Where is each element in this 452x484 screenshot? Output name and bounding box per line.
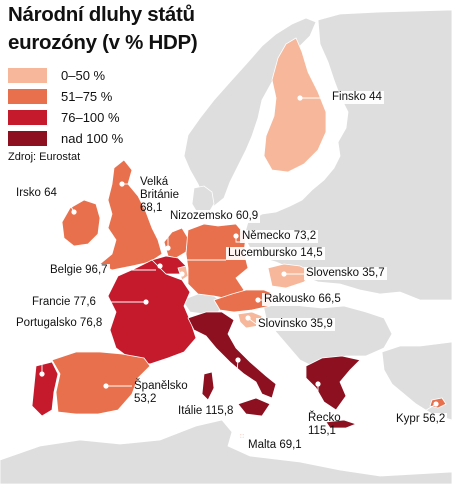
marker-rakousko	[255, 297, 261, 303]
marker-slovensko	[281, 271, 287, 277]
label-finsko: Finsko 44	[330, 91, 384, 104]
legend-swatch	[8, 109, 47, 125]
eurozone-countries	[31, 37, 447, 439]
leader-lines	[41, 97, 437, 431]
marker-italie	[235, 357, 241, 363]
great-britain-region	[99, 159, 163, 271]
legend-swatch	[8, 67, 47, 83]
label-recko: Řecko 115,1	[306, 412, 343, 438]
legend-item: 76–100 %	[8, 108, 120, 126]
label-spanelsko-line1: Španělsko	[134, 380, 188, 392]
marker-portugalsko	[39, 371, 45, 377]
label-kypr: Kypr 56,2	[394, 413, 448, 426]
marker-recko	[315, 381, 321, 387]
label-nemecko: Německo 73,2	[240, 230, 319, 243]
label-nizozemsko: Nizozemsko 60,9	[168, 210, 261, 223]
legend-swatch	[8, 130, 47, 146]
portugal-region	[31, 361, 59, 417]
capital-markers	[39, 95, 439, 438]
legend-label: 51–75 %	[61, 88, 113, 104]
marker-finsko	[297, 95, 303, 101]
balkans-land	[261, 299, 393, 369]
greece-region	[305, 355, 361, 411]
label-spanelsko: Španělsko 53,2	[132, 380, 190, 406]
marker-nemecko	[233, 233, 239, 239]
marker-irsko	[71, 209, 77, 215]
label-velka-britanie-line3: 68,1	[140, 202, 163, 214]
finland-region	[263, 37, 327, 173]
map-title-line-2: eurozóny (v % HDP)	[8, 31, 198, 54]
denmark-land	[191, 185, 215, 215]
label-velka-britanie-line1: Velká	[140, 176, 169, 188]
italy-region	[187, 311, 277, 399]
ireland-region	[61, 199, 101, 247]
label-irsko: Irsko 64	[14, 187, 59, 200]
label-belgie: Belgie 96,7	[48, 264, 110, 277]
label-portugalsko: Portugalsko 76,8	[14, 317, 105, 330]
north-africa-land	[0, 419, 452, 484]
label-slovinsko: Slovinsko 35,9	[256, 318, 335, 331]
leader-italie	[231, 359, 239, 431]
legend-label: 0–50 %	[61, 67, 106, 83]
marker-velka-britanie	[119, 181, 125, 187]
legend-swatch	[8, 88, 47, 104]
label-velka-britanie-line2: Británie	[140, 189, 179, 201]
background-land	[0, 9, 452, 484]
france-region	[107, 259, 197, 365]
label-spanelsko-line2: 53,2	[134, 393, 157, 405]
legend-item: nad 100 %	[8, 129, 123, 147]
label-recko-line2: 115,1	[308, 425, 336, 437]
marker-nizozemsko	[165, 245, 171, 251]
legend-item: 51–75 %	[8, 87, 112, 105]
label-slovensko: Slovensko 35,7	[304, 267, 387, 280]
crete-region	[325, 419, 358, 429]
map-title-line-1: Národní dluhy států	[8, 3, 195, 26]
sardinia-region	[201, 371, 215, 401]
legend-item: 0–50 %	[8, 66, 105, 84]
marker-spanelsko	[103, 383, 109, 389]
turkey-land	[381, 341, 452, 421]
sicily-region	[237, 397, 271, 417]
label-lucembursko: Lucembursko 14,5	[226, 247, 325, 260]
legend-label: 76–100 %	[61, 109, 120, 125]
marker-lucembursko	[179, 271, 185, 277]
label-italie: Itálie 115,8	[176, 405, 236, 418]
label-francie: Francie 77,6	[30, 296, 98, 309]
marker-francie	[143, 299, 149, 305]
label-velka-britanie: Velká Británie 68,1	[138, 176, 181, 215]
label-recko-line1: Řecko	[308, 412, 341, 424]
label-malta: Malta 69,1	[246, 439, 304, 452]
marker-belgie	[157, 263, 163, 269]
marker-malta	[240, 434, 244, 438]
source-note: Zdroj: Eurostat	[8, 151, 81, 163]
leader-irsko	[63, 193, 75, 213]
germany-region	[185, 223, 249, 299]
eastern-europe-land	[243, 9, 452, 301]
marker-kypr	[433, 401, 439, 407]
legend-label: nad 100 %	[61, 130, 124, 146]
marker-slovinsko	[245, 315, 251, 321]
label-rakousko: Rakousko 66,5	[262, 293, 343, 306]
leader-kypr	[419, 403, 437, 415]
spain-region	[51, 351, 151, 415]
